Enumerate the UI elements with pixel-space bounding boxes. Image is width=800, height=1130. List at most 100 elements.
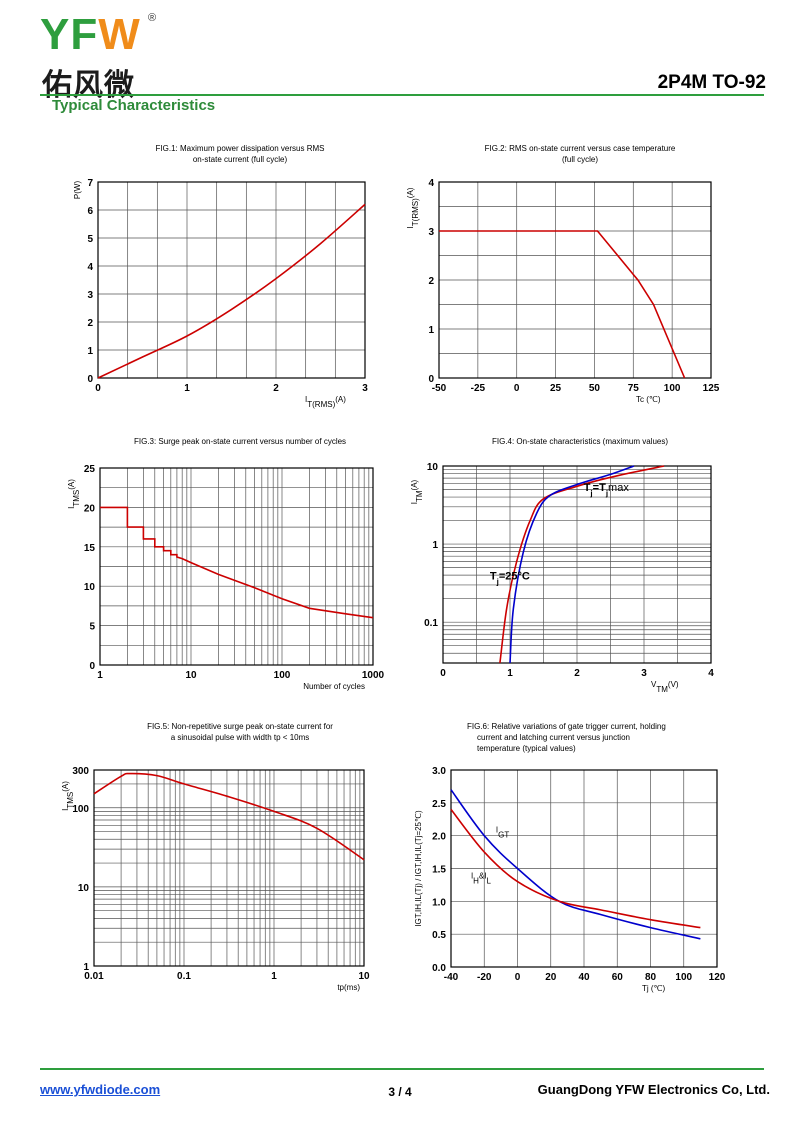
fig-title-line: FIG.1: Maximum power dissipation versus … [156,144,325,153]
series-line-igt [450,789,701,940]
y-tick-label: 2.5 [432,799,446,810]
y-tick-label: 15 [84,543,96,554]
x-tick-label: 1 [271,971,277,982]
y-tick-label: 1 [87,346,93,357]
fig-title-line: FIG.4: On-state characteristics (maximum… [492,437,668,446]
fig-title-line: a sinusoidal pulse with width tp < 10ms [171,733,310,742]
y-tick-label: 25 [84,464,96,475]
y-tick-label: 1 [83,962,89,973]
y-tick-label: 5 [89,622,95,633]
series-line-p [97,203,366,379]
x-tick-label: 75 [628,383,640,394]
x-tick-label: 0.01 [84,971,104,982]
registered-mark: ® [148,12,157,24]
x-tick-label: 50 [589,383,601,394]
annotation-tj-25c: Tj=25°C [490,571,530,587]
x-tick-label: 4 [708,668,714,679]
x-tick-label: 1 [507,668,513,679]
y-axis-label: ITMS(A) [61,781,75,811]
series-line-itsm [100,506,374,619]
x-tick-label: 100 [675,972,692,983]
y-tick-label: 100 [72,804,89,815]
section-title: Typical Characteristics [52,97,216,114]
y-tick-label: 7 [87,178,93,189]
y-axis-label: IGT,IH,IL(Tj) / IGT,IH,IL(Tj=25℃) [414,810,423,927]
y-tick-label: 0.1 [424,618,438,629]
x-axis-label: Tj (℃) [642,984,666,993]
plot-frame [438,181,712,379]
x-tick-label: 2 [273,383,279,394]
series-line-tj-tjmax [499,465,665,664]
x-tick-label: 1 [184,383,190,394]
website-link[interactable]: www.yfwdiode.com [40,1082,161,1097]
y-tick-label: 1.5 [432,865,446,876]
y-axis-label: ITMS(A) [67,479,81,509]
y-tick-label: 5 [87,234,93,245]
x-tick-label: 40 [578,972,590,983]
x-tick-label: -20 [477,972,492,983]
plot-frame [99,467,374,666]
y-tick-label: 2.0 [432,832,446,843]
y-axis-label: P(W) [73,181,82,200]
y-tick-label: 1 [428,325,434,336]
x-tick-label: 0 [440,668,446,679]
fig5-chart: FIG.5: Non-repetitive surge peak on-stat… [61,722,370,992]
y-tick-label: 4 [428,178,434,189]
annotation-igt: IGT [496,825,509,839]
fig-title-line: FIG.5: Non-repetitive surge peak on-stat… [147,722,333,731]
plot-frame [450,769,718,968]
x-tick-label: 120 [709,972,726,983]
x-axis-label: tp(ms) [337,983,360,992]
fig-title-line: FIG.3: Surge peak on-state current versu… [134,437,346,446]
y-tick-label: 3 [87,290,93,301]
logo-chinese-text: 佑风微 [42,68,135,103]
x-tick-label: 2 [574,668,580,679]
x-tick-label: 0 [515,972,521,983]
plot-frame [97,181,366,379]
x-tick-label: 10 [358,971,370,982]
y-tick-label: 0.0 [432,963,446,974]
y-tick-label: 10 [427,462,439,473]
series-line-it-rms- [439,230,686,379]
series-line-ih-il [450,808,701,929]
annotation-ih-il: IH&IL [471,871,492,885]
fig2-chart: FIG.2: RMS on-state current versus case … [406,144,720,404]
fig-title-line: on-state current (full cycle) [193,155,288,164]
x-axis-label: IT(RMS)(A) [305,395,346,409]
y-tick-label: 0 [428,374,434,385]
x-tick-label: -40 [444,972,459,983]
y-tick-label: 0 [87,374,93,385]
fig-title-line: temperature (typical values) [477,744,576,753]
annotation-tj-tjmax: Tj=Tjmax [584,482,630,498]
x-tick-label: 60 [612,972,624,983]
y-tick-label: 2 [428,276,434,287]
x-tick-label: 80 [645,972,657,983]
fig4-chart: FIG.4: On-state characteristics (maximum… [410,437,714,694]
x-tick-label: 3 [362,383,368,394]
x-tick-label: 100 [274,670,291,681]
y-tick-label: 20 [84,503,96,514]
y-axis-label: IT(RMS)(A) [406,187,420,228]
x-tick-label: 0.1 [177,971,191,982]
y-tick-label: 10 [84,582,96,593]
fig-title-line: FIG.2: RMS on-state current versus case … [485,144,676,153]
x-tick-label: 0 [95,383,101,394]
part-number: 2P4M TO-92 [657,72,766,93]
x-tick-label: 20 [545,972,557,983]
x-tick-label: -50 [432,383,447,394]
x-tick-label: 1000 [362,670,385,681]
y-tick-label: 300 [72,766,89,777]
header-rule [40,94,764,96]
company-name: GuangDong YFW Electronics Co, Ltd. [537,1082,770,1097]
x-tick-label: 125 [703,383,720,394]
fig-title-line: (full cycle) [562,155,598,164]
x-tick-label: 25 [550,383,562,394]
y-tick-label: 6 [87,206,93,217]
fig3-chart: FIG.3: Surge peak on-state current versu… [67,437,385,691]
x-tick-label: 3 [641,668,647,679]
y-tick-label: 0.5 [432,930,446,941]
x-tick-label: 0 [514,383,520,394]
y-tick-label: 4 [87,262,93,273]
x-tick-label: 100 [664,383,681,394]
series-line-itsm [93,772,365,861]
